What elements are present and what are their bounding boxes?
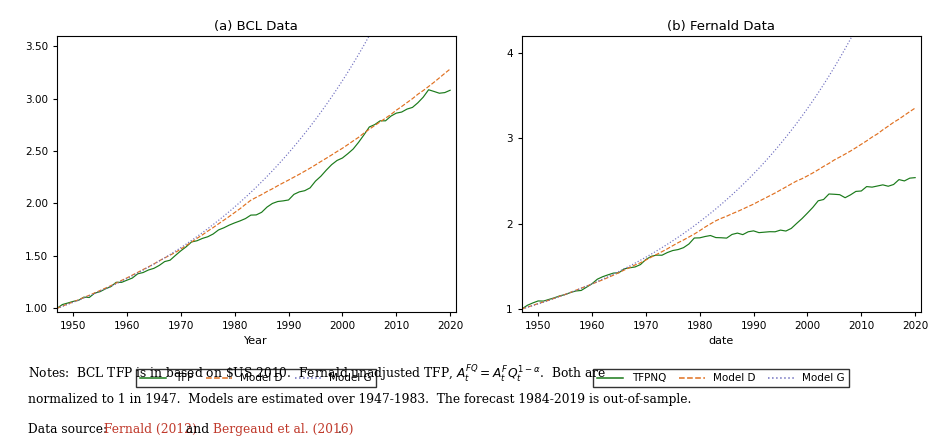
Legend: TFPNQ, Model D, Model G: TFPNQ, Model D, Model G [593, 369, 849, 388]
Text: .: . [338, 423, 342, 436]
Text: Fernald (2012): Fernald (2012) [104, 423, 197, 436]
X-axis label: date: date [709, 336, 734, 346]
Legend: TFP, Model D, Model G: TFP, Model D, Model G [137, 369, 376, 388]
Text: normalized to 1 in 1947.  Models are estimated over 1947-1983.  The forecast 198: normalized to 1 in 1947. Models are esti… [28, 393, 692, 406]
Title: (a) BCL Data: (a) BCL Data [214, 20, 298, 33]
Text: Bergeaud et al. (2016): Bergeaud et al. (2016) [213, 423, 353, 436]
X-axis label: Year: Year [245, 336, 268, 346]
Title: (b) Fernald Data: (b) Fernald Data [667, 20, 775, 33]
Text: and: and [182, 423, 214, 436]
Text: Data source:: Data source: [28, 423, 111, 436]
Text: Notes:  BCL TFP is in based on \$US 2010.  Fernald unadjusted TFP, $A_t^{FQ} = A: Notes: BCL TFP is in based on \$US 2010.… [28, 363, 606, 384]
